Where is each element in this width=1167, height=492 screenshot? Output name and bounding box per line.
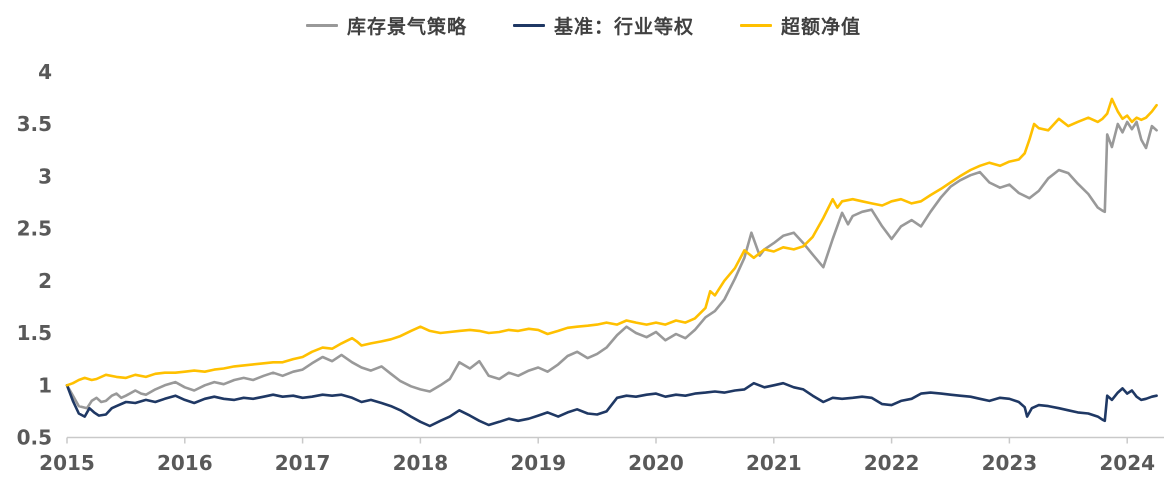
y-tick-label: 4 — [38, 60, 52, 84]
y-tick-label: 0.5 — [17, 426, 52, 450]
y-tick-label: 3.5 — [17, 112, 52, 136]
x-tick-label: 2022 — [864, 451, 920, 475]
x-tick-label: 2018 — [393, 451, 449, 475]
legend-label-excess: 超额净值 — [781, 16, 862, 38]
x-tick-label: 2016 — [157, 451, 213, 475]
series-line-0 — [65, 120, 1158, 410]
chart-legend: 库存景气策略 基准：行业等权 超额净值 — [0, 12, 1167, 39]
x-tick-label: 2017 — [275, 451, 331, 475]
x-tick-label: 2024 — [1099, 451, 1155, 475]
legend-item-benchmark: 基准：行业等权 — [512, 12, 694, 39]
series-line-2 — [65, 97, 1158, 387]
x-tick-label: 2020 — [628, 451, 684, 475]
line-sample-icon — [305, 24, 338, 27]
y-tick-label: 1.5 — [17, 321, 52, 345]
legend-label-benchmark: 基准：行业等权 — [553, 16, 694, 38]
y-tick-label: 2 — [38, 269, 52, 293]
series-line-1 — [65, 381, 1158, 428]
legend-label-strategy: 库存景气策略 — [346, 16, 467, 38]
y-tick-label: 1 — [38, 373, 52, 397]
line-sample-icon — [740, 24, 772, 27]
x-tick-label: 2019 — [510, 451, 566, 475]
x-tick-label: 2021 — [746, 451, 802, 475]
y-tick-label: 2.5 — [17, 217, 52, 241]
legend-item-excess: 超额净值 — [740, 12, 861, 39]
legend-item-strategy: 库存景气策略 — [305, 12, 467, 39]
x-tick-label: 2023 — [982, 451, 1038, 475]
y-tick-label: 3 — [38, 164, 52, 188]
x-tick-label: 2015 — [39, 451, 95, 475]
line-sample-icon — [512, 24, 545, 27]
